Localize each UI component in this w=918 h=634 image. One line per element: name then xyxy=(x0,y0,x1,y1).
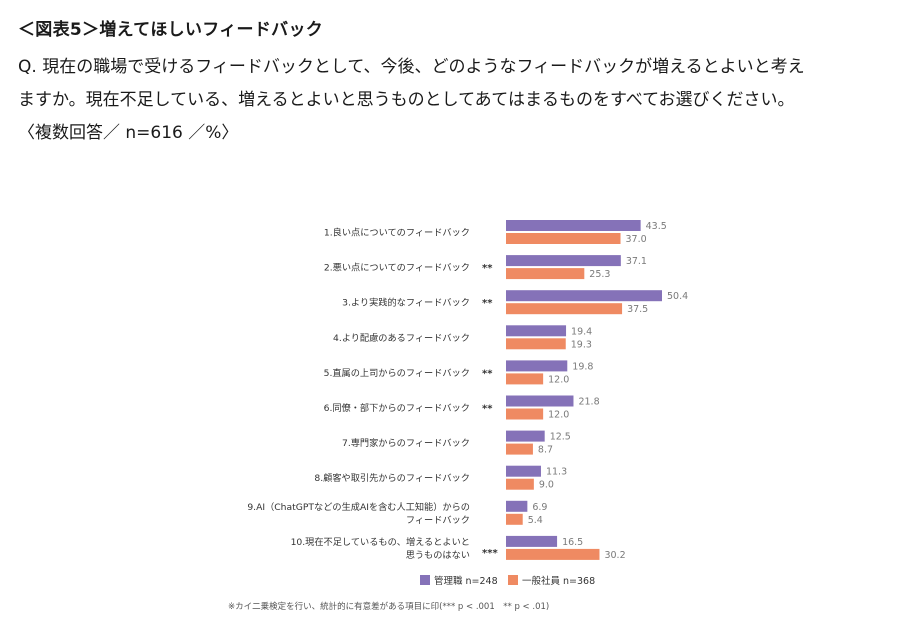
value-label: 6.9 xyxy=(532,502,547,513)
value-label: 9.0 xyxy=(539,480,554,491)
value-label: 43.5 xyxy=(646,221,667,232)
bar-staff xyxy=(506,408,544,420)
value-label: 19.4 xyxy=(571,326,592,337)
category-label: 5.直属の上司からのフィードバック xyxy=(324,367,470,379)
bar-staff xyxy=(506,478,534,490)
value-label: 19.8 xyxy=(572,361,593,372)
value-label: 12.5 xyxy=(550,432,571,443)
category-label: 3.より実践的なフィードバック xyxy=(342,297,470,309)
bar-manager xyxy=(506,360,568,372)
question-line-2: ますか。現在不足している、増えるとよいと思うものとしてあてはまるものをすべてお選… xyxy=(18,90,795,110)
value-label: 21.8 xyxy=(578,397,599,408)
significance-marker: ** xyxy=(482,263,493,274)
bar-staff xyxy=(506,338,566,350)
bar-staff xyxy=(506,548,600,560)
category-label: 7.専門家からのフィードバック xyxy=(342,437,470,449)
category-label: 10.現在不足しているもの、増えるとよいと xyxy=(291,536,470,548)
question-text: Q. 現在の職場で受けるフィードバックとして、今後、どのようなフィードバックが増… xyxy=(18,51,908,150)
significance-marker: ** xyxy=(482,298,493,309)
bar-manager xyxy=(506,500,528,512)
significance-marker: ** xyxy=(482,368,493,379)
category-label: 6.同僚・部下からのフィードバック xyxy=(324,402,470,414)
value-label: 8.7 xyxy=(538,445,553,456)
legend-label: 管理職 n=248 xyxy=(434,575,498,587)
bar-manager xyxy=(506,325,567,337)
figure-title: ＜図表5＞増えてほしいフィードバック xyxy=(18,20,324,40)
value-label: 37.0 xyxy=(626,234,647,245)
category-label: 8.顧客や取引先からのフィードバック xyxy=(314,472,470,484)
question-line-3: 〈複数回答／ n=616 ／%〉 xyxy=(18,123,239,143)
value-label: 37.1 xyxy=(626,256,647,267)
bar-staff xyxy=(506,443,533,455)
value-label: 50.4 xyxy=(667,291,688,302)
bar-staff xyxy=(506,303,623,315)
category-label: 4.より配慮のあるフィードバック xyxy=(333,332,470,344)
bar-staff xyxy=(506,373,544,385)
significance-marker: ** xyxy=(482,404,493,415)
value-label: 5.4 xyxy=(528,515,543,526)
bar-manager xyxy=(506,290,662,302)
value-label: 12.0 xyxy=(548,410,569,421)
legend-label: 一般社員 n=368 xyxy=(522,575,595,587)
value-label: 30.2 xyxy=(604,550,625,561)
value-label: 16.5 xyxy=(562,537,583,548)
value-label: 11.3 xyxy=(546,467,567,478)
significance-marker: *** xyxy=(482,548,498,559)
bar-staff xyxy=(506,513,523,525)
legend-swatch-manager xyxy=(420,575,430,585)
bar-manager xyxy=(506,220,641,231)
bar-manager xyxy=(506,430,545,442)
value-label: 37.5 xyxy=(627,304,648,315)
legend-swatch-staff xyxy=(508,575,518,585)
value-label: 12.0 xyxy=(548,374,569,385)
category-label: フィードバック xyxy=(406,515,470,526)
bar-manager xyxy=(506,255,621,267)
category-label: 2.悪い点についてのフィードバック xyxy=(324,263,470,274)
bar-manager xyxy=(506,535,558,547)
bar-staff xyxy=(506,233,621,244)
footnote: ※カイ二乗検定を行い、統計的に有意差がある項目に印(*** p < .001 *… xyxy=(228,602,550,612)
category-label: 1.良い点についてのフィードバック xyxy=(324,227,470,239)
category-label: 9.AI（ChatGPTなどの生成AIを含む人工知能）からの xyxy=(247,501,470,513)
value-label: 19.3 xyxy=(571,339,592,350)
bar-manager xyxy=(506,395,574,407)
bar-manager xyxy=(506,465,541,477)
category-label: 思うものはない xyxy=(406,550,470,561)
question-line-1: Q. 現在の職場で受けるフィードバックとして、今後、どのようなフィードバックが増… xyxy=(18,57,805,77)
value-label: 25.3 xyxy=(589,269,610,280)
bar-staff xyxy=(506,268,585,280)
